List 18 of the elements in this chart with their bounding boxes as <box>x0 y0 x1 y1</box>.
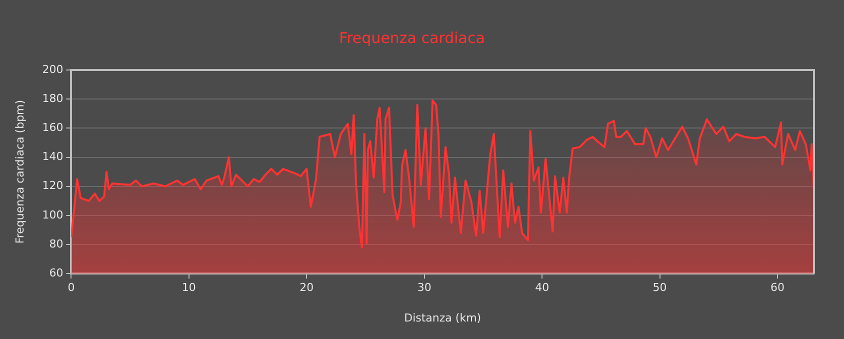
x-tick-label: 40 <box>535 281 550 294</box>
y-axis-title: Frequenza cardiaca (bpm) <box>13 100 26 244</box>
y-tick-label: 140 <box>42 150 64 164</box>
y-tick-label: 100 <box>42 208 64 222</box>
x-tick-label: 30 <box>417 281 432 294</box>
y-tick-label: 60 <box>49 266 64 280</box>
chart-title: Frequenza cardiaca <box>339 28 485 47</box>
y-tick-label: 80 <box>49 237 64 250</box>
x-tick-label: 20 <box>300 281 314 294</box>
x-tick-label: 10 <box>182 281 196 294</box>
x-tick-label: 50 <box>652 281 667 294</box>
y-tick-label: 160 <box>42 121 64 134</box>
y-tick-label: 180 <box>42 92 64 105</box>
y-tick-label: 120 <box>42 179 64 192</box>
x-tick-label: 60 <box>770 281 785 294</box>
y-tick-label: 200 <box>42 62 64 76</box>
x-axis-title: Distanza (km) <box>404 311 482 324</box>
x-tick-label: 0 <box>68 281 75 294</box>
